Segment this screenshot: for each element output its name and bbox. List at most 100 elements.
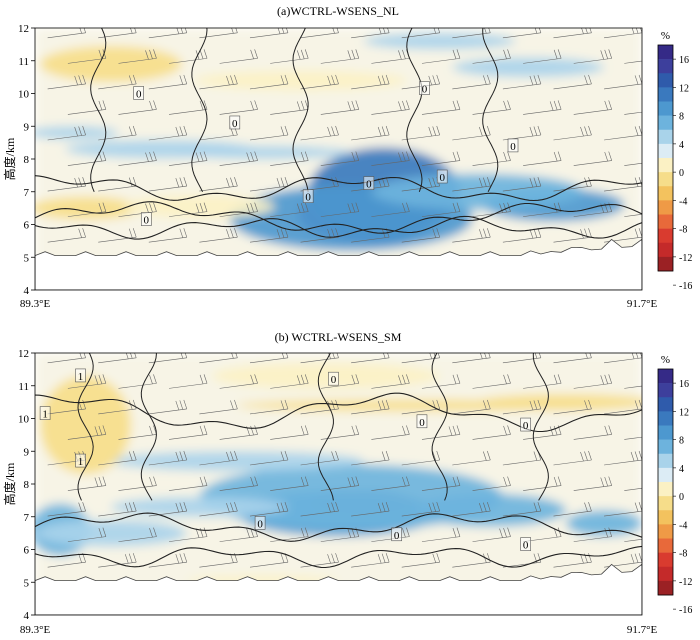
wind-barb bbox=[452, 177, 491, 192]
wind-barb bbox=[421, 202, 461, 217]
wind-barb bbox=[371, 374, 410, 389]
contour-label-text: 0 bbox=[144, 215, 150, 227]
colorbar-tick-label: -12 bbox=[679, 253, 692, 264]
colorbar-segment bbox=[658, 566, 673, 582]
wind-barb bbox=[169, 476, 208, 491]
colorbar-segment bbox=[658, 214, 673, 229]
wind-barb bbox=[270, 49, 309, 64]
colorbar-segment bbox=[658, 143, 673, 159]
contour-label: 1 bbox=[75, 368, 86, 383]
colorbar-tick-label: -16 bbox=[679, 281, 692, 292]
y-tick-label: 6 bbox=[24, 220, 30, 232]
contour-label: 0 bbox=[520, 417, 531, 432]
colorbar-tick-label: 8 bbox=[679, 112, 684, 123]
wind-barb bbox=[300, 502, 339, 517]
contour-line bbox=[406, 28, 423, 192]
contour-label: 1 bbox=[75, 453, 86, 468]
colorbar-segment bbox=[658, 467, 673, 483]
wind-barb bbox=[219, 425, 258, 440]
y-tick-label: 5 bbox=[24, 252, 30, 264]
wind-barb bbox=[401, 228, 441, 243]
wind-barb bbox=[351, 125, 390, 141]
contour-line bbox=[292, 28, 309, 192]
contour-label-text: 0 bbox=[439, 172, 445, 184]
colorbar-segment bbox=[658, 383, 673, 398]
wind-barb bbox=[472, 151, 511, 166]
wind-barb bbox=[300, 74, 339, 90]
colorbar-segment bbox=[658, 59, 673, 74]
wind-barb bbox=[249, 399, 289, 415]
contour-label: 0 bbox=[133, 86, 144, 101]
panel-a-contour-labels: 0 0 0 0 0 0 0 0 bbox=[133, 81, 519, 227]
panel-b-title: (b) WCTRL-WSENS_SM bbox=[275, 330, 402, 344]
wind-barb bbox=[219, 476, 258, 491]
contour-label-text: 0 bbox=[510, 141, 516, 153]
colorbar-segment bbox=[658, 524, 673, 539]
wind-barb bbox=[371, 425, 410, 440]
wind-barb bbox=[351, 553, 390, 568]
wind-barb bbox=[320, 202, 360, 217]
colorbar-tick-label: 12 bbox=[679, 407, 689, 418]
wind-barb bbox=[523, 151, 562, 166]
colorbar-segment bbox=[658, 228, 673, 244]
wind-barb bbox=[47, 74, 86, 90]
wind-barb bbox=[624, 487, 642, 491]
contour-label: 0 bbox=[520, 537, 531, 552]
wind-barb bbox=[421, 527, 461, 542]
contour-label-text: 0 bbox=[331, 374, 337, 386]
wind-barb bbox=[371, 476, 410, 491]
contour-line bbox=[35, 215, 642, 240]
panel-a-x-tick-left: 89.3°E bbox=[20, 298, 51, 310]
colorbar-segment bbox=[658, 397, 673, 412]
wind-barb bbox=[604, 74, 642, 90]
colorbar-tick-label: -4 bbox=[679, 520, 687, 531]
wind-barb bbox=[553, 450, 592, 466]
wind-barb bbox=[371, 151, 410, 166]
panel-a-x-tick-right: 91.7°E bbox=[627, 298, 658, 310]
wind-barb bbox=[452, 450, 491, 466]
colorbar-tick-label: 8 bbox=[679, 436, 684, 447]
colorbar-segment bbox=[658, 496, 673, 511]
wind-barb bbox=[523, 100, 562, 115]
contour-label-text: 0 bbox=[305, 192, 311, 204]
wind-barb bbox=[553, 399, 592, 415]
wind-barb bbox=[502, 177, 542, 192]
y-tick-label: 4 bbox=[24, 610, 30, 622]
wind-barb bbox=[118, 527, 157, 542]
wind-barb bbox=[199, 74, 238, 90]
wind-barb bbox=[624, 111, 642, 115]
wind-barb bbox=[169, 425, 208, 440]
wind-barb bbox=[523, 476, 562, 491]
wind-barb bbox=[270, 476, 309, 491]
wind-barb bbox=[47, 125, 86, 141]
wind-barb bbox=[401, 450, 441, 466]
colorbar-segment bbox=[658, 158, 673, 173]
contour-label: 0 bbox=[507, 138, 519, 153]
contour-label: 0 bbox=[419, 81, 430, 96]
colorbar-segment bbox=[658, 256, 673, 272]
colorbar-tick-label: -8 bbox=[679, 225, 687, 236]
shading-cell bbox=[452, 57, 605, 78]
wind-barb bbox=[219, 100, 258, 115]
wind-barb bbox=[624, 162, 642, 166]
shading-cell bbox=[194, 70, 407, 91]
panel-b-y-label: 高度/km bbox=[2, 462, 17, 505]
contour-line bbox=[35, 512, 642, 542]
wind-barb bbox=[118, 49, 157, 64]
contour-label-text: 0 bbox=[366, 179, 372, 191]
colorbar-tick-label: 16 bbox=[679, 379, 689, 390]
wind-barb bbox=[249, 450, 289, 466]
wind-barb bbox=[118, 476, 157, 491]
colorbar-segment bbox=[658, 411, 673, 426]
wind-barb bbox=[624, 436, 642, 440]
wind-barb bbox=[169, 527, 208, 542]
wind-barb bbox=[351, 74, 390, 90]
wind-barb bbox=[169, 151, 208, 166]
colorbar-tick-label: -4 bbox=[679, 196, 687, 207]
wind-barb bbox=[472, 374, 511, 389]
shading-cell bbox=[363, 32, 516, 50]
wind-barb bbox=[604, 125, 642, 141]
y-tick-label: 8 bbox=[24, 479, 30, 491]
wind-barb bbox=[249, 502, 289, 517]
